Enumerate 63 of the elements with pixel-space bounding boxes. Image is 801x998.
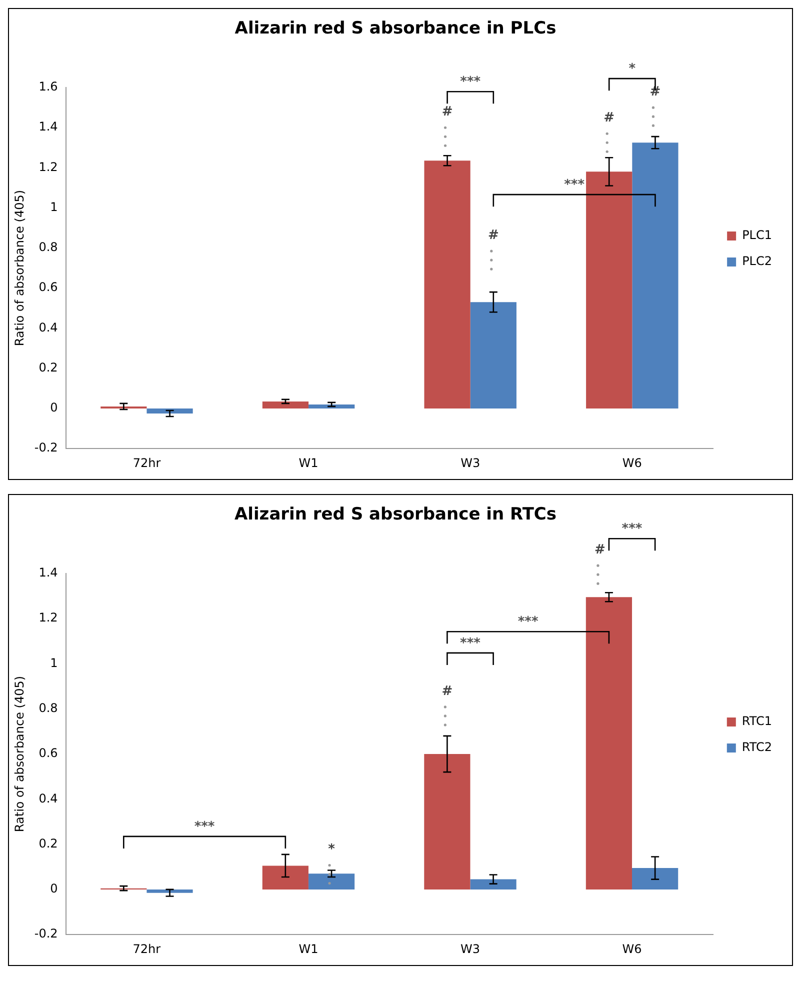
- bar: [146, 408, 193, 414]
- y-tick-label: -0.2: [34, 440, 58, 455]
- legend-label: PLC1: [742, 228, 772, 242]
- annotation: ***: [460, 74, 481, 90]
- x-tick-label: W6: [622, 942, 642, 956]
- annotation: ***: [460, 636, 481, 651]
- chart-title: Alizarin red S absorbance in PLCs: [234, 18, 556, 39]
- y-tick-label: 0.4: [38, 320, 58, 334]
- x-tick-label: 72hr: [132, 942, 161, 956]
- legend-label: RTC1: [742, 714, 772, 728]
- y-tick-label: 0.6: [38, 280, 58, 294]
- y-tick-label: 0.2: [38, 360, 58, 374]
- bar: [424, 754, 470, 890]
- bar: [308, 874, 355, 890]
- y-tick-label: 0: [50, 882, 58, 896]
- bar: [586, 172, 632, 408]
- annotation: #: [604, 110, 615, 126]
- annotation: #: [442, 104, 453, 120]
- bar: [262, 401, 309, 408]
- y-tick-label: 1: [50, 200, 58, 214]
- bar: [470, 879, 516, 890]
- annotation: #: [442, 684, 453, 699]
- text: #: [594, 542, 606, 558]
- bar: [146, 889, 193, 893]
- y-tick-label: 1.4: [38, 566, 58, 580]
- annotation: ***: [194, 819, 215, 834]
- annotation: ***: [564, 177, 585, 192]
- y-axis-title: Ratio of absorbance (405): [12, 676, 26, 832]
- y-tick-label: 1: [50, 656, 58, 670]
- y-tick-label: 0.8: [38, 240, 58, 254]
- x-tick-label: 72hr: [132, 456, 161, 470]
- annotation: ***: [518, 614, 538, 630]
- legend-label: PLC2: [742, 254, 772, 268]
- y-tick-label: 1.2: [38, 160, 58, 174]
- y-tick-label: 1.2: [38, 610, 58, 625]
- y-tick-label: 0.4: [38, 791, 58, 806]
- y-tick-label: -0.2: [34, 926, 58, 941]
- bar: [632, 142, 678, 408]
- text: ***: [622, 521, 642, 536]
- chart-title: Alizarin red S absorbance in RTCs: [234, 504, 557, 525]
- bar: [262, 866, 308, 890]
- text: *: [628, 61, 636, 76]
- x-tick-label: W3: [460, 942, 480, 956]
- x-tick-label: W1: [298, 456, 318, 470]
- bar: [424, 160, 470, 408]
- y-tick-label: 0.6: [38, 746, 58, 760]
- legend-label: RTC2: [742, 740, 772, 754]
- x-tick-label: W3: [460, 456, 480, 470]
- x-tick-label: W1: [298, 942, 318, 956]
- annotation: #: [650, 84, 661, 100]
- y-tick-label: 1.4: [38, 120, 58, 134]
- y-tick-label: 0.8: [38, 700, 58, 715]
- y-axis-title: Ratio of absorbance (405): [12, 190, 26, 346]
- y-tick-label: 1.6: [38, 80, 58, 94]
- x-tick-label: W6: [622, 456, 642, 470]
- y-tick-label: 0: [50, 400, 58, 415]
- bar: [586, 597, 632, 890]
- annotation: #: [488, 228, 499, 243]
- annotation: *: [328, 842, 336, 858]
- bar: [632, 868, 678, 890]
- y-tick-label: 0.2: [38, 836, 58, 850]
- bar: [470, 302, 516, 408]
- bar: [308, 404, 355, 408]
